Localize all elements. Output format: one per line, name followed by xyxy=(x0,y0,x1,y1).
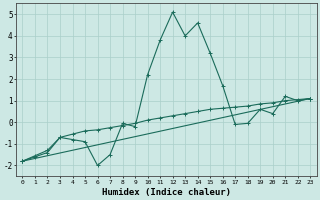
X-axis label: Humidex (Indice chaleur): Humidex (Indice chaleur) xyxy=(102,188,231,197)
